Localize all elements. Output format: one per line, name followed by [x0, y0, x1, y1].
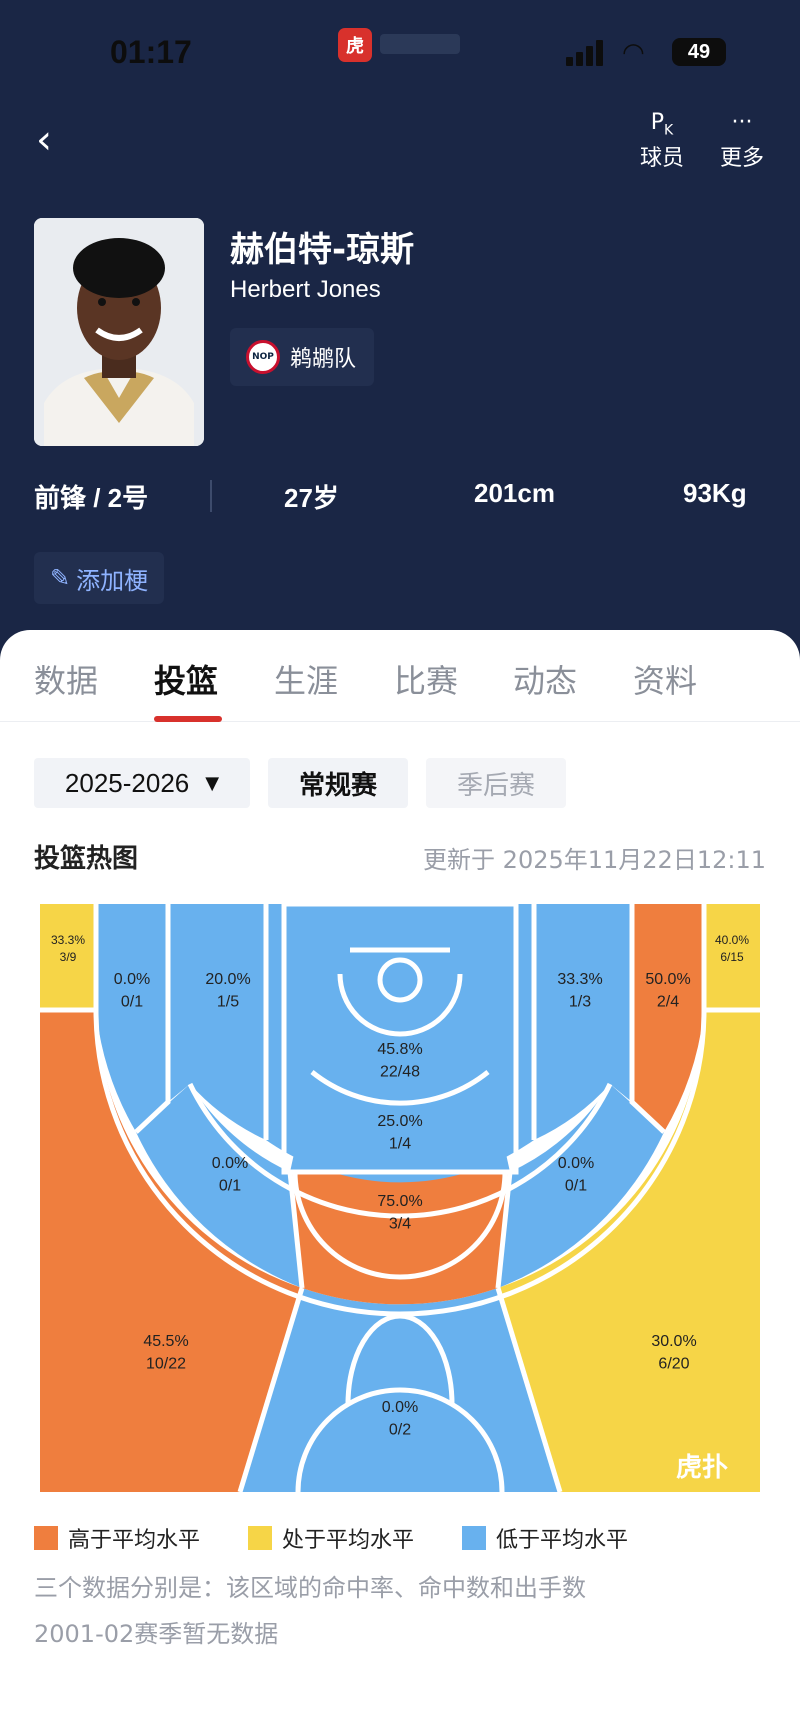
player-weight: 93Kg	[683, 478, 747, 508]
zone-label-right-baseline-mid-made: 1/3	[569, 993, 591, 1010]
zone-paint-free-throw	[290, 1072, 510, 1172]
zone-label-right-corner-three-made: 6/15	[720, 950, 744, 964]
zone-label-left-wing-three-pct: 45.5%	[143, 1333, 188, 1350]
zone-top-key-mid	[290, 1172, 510, 1305]
add-meme-label: 添加梗	[76, 566, 149, 595]
app-name-placeholder	[380, 34, 460, 54]
more-icon: ···	[731, 110, 753, 135]
zone-label-top-key-mid-made: 3/4	[389, 1215, 411, 1232]
tab-games[interactable]: 比赛	[394, 662, 459, 700]
zone-label-right-baseline-long-pct: 50.0%	[645, 971, 690, 988]
heatmap-legend: 高于平均水平 处于平均水平 低于平均水平	[34, 1522, 676, 1554]
zone-left-baseline-mid	[168, 904, 266, 1140]
court-lines	[40, 904, 760, 1492]
playoffs-chip[interactable]: 季后赛	[426, 758, 566, 808]
zone-label-right-wing-mid-made: 0/1	[565, 1177, 587, 1194]
zone-label-left-baseline-long-made: 0/1	[121, 993, 143, 1010]
legend-above: 高于平均水平	[34, 1522, 200, 1554]
zone-label-left-wing-three-made: 10/22	[146, 1355, 186, 1372]
pencil-icon: ✎	[50, 564, 71, 592]
zone-right-wing-three	[498, 1010, 760, 1492]
tab-shooting[interactable]: 投篮	[154, 662, 219, 700]
zone-label-right-corner-three-pct: 40.0%	[715, 933, 749, 947]
legend-above-label: 高于平均水平	[68, 1528, 201, 1553]
pk-label: 球员	[639, 146, 684, 171]
player-age: 27岁	[284, 483, 339, 513]
legend-below: 低于平均水平	[462, 1522, 628, 1554]
pk-icon: PK	[650, 110, 674, 139]
zone-label-right-wing-mid-pct: 0.0%	[558, 1155, 594, 1172]
battery-icon: 49	[672, 38, 726, 66]
pk-button[interactable]: PK 球员	[627, 106, 697, 172]
zone-right-baseline-long	[632, 904, 704, 1132]
zone-label-left-baseline-long-pct: 0.0%	[114, 971, 150, 988]
zone-label-right-wing-three-made: 6/20	[658, 1355, 689, 1372]
heatmap-title: 投篮热图	[34, 844, 139, 874]
tab-bar: 数据 投篮 生涯 比赛 动态 资料	[0, 630, 800, 722]
player-name-cn: 赫伯特-琼斯	[230, 230, 415, 270]
hupu-watermark: 虎扑	[676, 1453, 728, 1483]
zone-label-paint-restricted-pct: 45.8%	[377, 1041, 422, 1058]
zone-label-paint-free-throw-made: 1/4	[389, 1135, 411, 1152]
tab-data[interactable]: 数据	[34, 662, 99, 700]
zone-right-corner-three	[704, 904, 760, 1010]
player-name-en: Herbert Jones	[230, 276, 381, 303]
legend-average-label: 处于平均水平	[282, 1528, 415, 1553]
legend-below-label: 低于平均水平	[496, 1528, 629, 1553]
zone-label-left-baseline-mid-pct: 20.0%	[205, 971, 250, 988]
tab-career[interactable]: 生涯	[274, 662, 339, 700]
heatmap-updated: 更新于 2025年11月22日12:11	[423, 846, 766, 874]
legend-above-swatch	[34, 1526, 58, 1550]
team-name: 鹈鹕队	[290, 347, 357, 372]
zone-label-right-wing-three-pct: 30.0%	[651, 1333, 696, 1350]
player-position: 前锋 / 2号	[34, 483, 149, 513]
signal-icon	[566, 38, 606, 66]
regular-season-chip[interactable]: 常规赛	[268, 758, 408, 808]
zone-left-wing-mid	[136, 1084, 302, 1288]
zone-label-right-baseline-long-made: 2/4	[657, 993, 679, 1010]
tab-underline	[154, 716, 222, 722]
season-select[interactable]: 2025-2026 ▼	[34, 758, 250, 808]
legend-average-swatch	[248, 1526, 273, 1550]
legend-below-swatch	[462, 1526, 487, 1550]
add-meme-button[interactable]: ✎ 添加梗	[34, 552, 165, 604]
zone-right-baseline-mid	[534, 904, 632, 1140]
zone-label-left-corner-three-pct: 33.3%	[51, 933, 85, 947]
zone-left-baseline-long	[96, 904, 168, 1132]
zone-label-top-key-three-made: 0/2	[389, 1421, 411, 1438]
zone-left-corner-three	[40, 904, 96, 1010]
stats-divider	[210, 480, 212, 512]
tab-profile[interactable]: 资料	[633, 662, 698, 700]
wifi-icon: ◠	[622, 38, 645, 68]
shot-heatmap: 33.3% 3/9 40.0% 6/15 0.0% 0/1 20.0% 1/5 45.8% 22/…	[40, 904, 760, 1492]
season-value: 2025-2026	[64, 767, 190, 798]
zone-label-top-key-mid-pct: 75.0%	[377, 1193, 422, 1210]
player-header: 01:17 虎 ◠ 49 ‹ PK 球员 ··· 更多 赫伯特-琼斯 Herbe…	[0, 0, 800, 660]
player-height: 201cm	[474, 478, 555, 508]
heatmap-no-data-note: 2001-02赛季暂无数据	[34, 1620, 279, 1648]
heatmap-note: 三个数据分别是：该区域的命中率、命中数和出手数	[34, 1574, 586, 1602]
zone-label-left-wing-mid-made: 0/1	[219, 1177, 241, 1194]
zone-label-left-baseline-mid-made: 1/5	[217, 993, 239, 1010]
team-badge[interactable]: NOP 鹈鹕队	[230, 328, 375, 386]
zone-label-paint-free-throw-pct: 25.0%	[377, 1113, 422, 1130]
team-logo-icon: NOP	[246, 340, 280, 374]
zone-label-left-wing-mid-pct: 0.0%	[212, 1155, 248, 1172]
zone-label-left-corner-three-made: 3/9	[60, 950, 77, 964]
status-time: 01:17	[110, 34, 192, 70]
more-button[interactable]: ··· 更多	[707, 106, 777, 172]
player-photo	[34, 218, 204, 446]
zone-right-wing-mid	[498, 1084, 664, 1288]
zone-label-top-key-three-pct: 0.0%	[382, 1399, 418, 1416]
zone-left-wing-three	[40, 1010, 302, 1492]
zone-label-right-baseline-mid-pct: 33.3%	[557, 971, 602, 988]
legend-average: 处于平均水平	[248, 1522, 414, 1554]
more-label: 更多	[719, 146, 764, 171]
chevron-down-icon: ▼	[205, 772, 220, 794]
back-icon[interactable]: ‹	[36, 117, 52, 163]
tab-news[interactable]: 动态	[513, 662, 578, 700]
app-logo-icon: 虎	[338, 28, 372, 62]
status-bar: 01:17 虎 ◠ 49	[0, 0, 800, 100]
zone-label-paint-restricted-made: 22/48	[380, 1063, 420, 1080]
